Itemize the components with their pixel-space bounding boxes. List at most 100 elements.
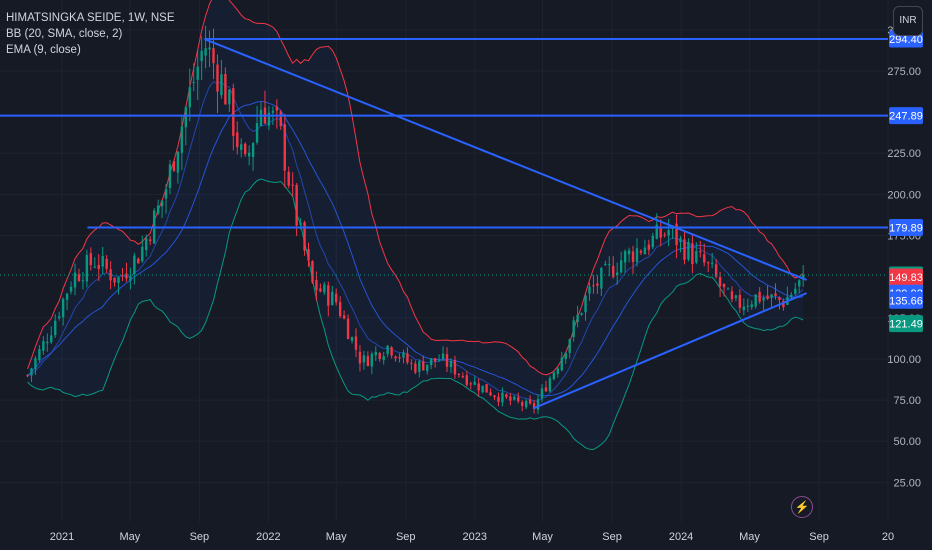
trend-drawings[interactable] — [0, 38, 888, 410]
price-tag-label: 135.66 — [889, 295, 923, 307]
candle-body — [279, 111, 282, 127]
time-axis-label: May — [326, 531, 347, 543]
candle-body — [718, 277, 722, 287]
candle-body — [406, 353, 409, 363]
candle-body — [172, 161, 176, 171]
candle-body — [145, 238, 148, 250]
candle-body — [216, 64, 219, 92]
candle-body — [722, 283, 726, 288]
candle-body — [568, 339, 571, 353]
time-axis-label: Sep — [809, 531, 829, 543]
candle-body — [552, 372, 556, 380]
candle-body — [220, 74, 223, 96]
candle-body — [683, 239, 686, 260]
candle-body — [532, 402, 536, 409]
time-axis-label: 2023 — [462, 531, 486, 543]
time-axis-label: May — [532, 531, 553, 543]
time-axis-label: May — [119, 531, 140, 543]
candle-body — [212, 48, 215, 64]
candle-body — [394, 356, 397, 359]
time-axis-label: Sep — [190, 531, 210, 543]
candle-body — [627, 250, 631, 255]
candle-body — [556, 368, 560, 374]
candle-body — [592, 285, 595, 287]
candle-body — [125, 273, 128, 279]
candle-body — [596, 283, 599, 286]
candle-body — [176, 151, 180, 173]
candle-body — [184, 107, 188, 128]
candle-body — [604, 263, 607, 266]
candle-body — [742, 306, 746, 311]
candle-body — [750, 304, 753, 308]
candle-body — [133, 255, 136, 275]
candle-body — [608, 264, 611, 266]
candle-body — [619, 260, 623, 273]
candle-body — [691, 243, 694, 265]
price-tag-box — [889, 291, 923, 309]
candle-body — [85, 255, 89, 282]
candle-body — [54, 320, 57, 336]
candle-body — [615, 272, 619, 275]
price-tag-label: 149.83 — [889, 272, 923, 284]
symbol-title[interactable]: HIMATSINGKA SEIDE, 1W, NSE — [6, 12, 175, 24]
candle-body — [148, 239, 152, 242]
candle-body — [319, 288, 322, 292]
candle-body — [331, 291, 334, 306]
candle-body — [465, 375, 469, 385]
candle-body — [247, 152, 251, 157]
candle-body — [137, 258, 140, 264]
candle-body — [707, 262, 710, 264]
candle-body — [109, 269, 112, 281]
candle-body — [505, 394, 508, 398]
candle-body — [232, 88, 235, 137]
time-axis[interactable]: 2021 May Sep 2022 May Sep 2023 May Sep 2024 May Sep… — [50, 531, 894, 543]
candle-body — [129, 276, 132, 281]
candle-body — [687, 241, 690, 260]
candle-body — [548, 378, 552, 392]
candle-body — [703, 254, 706, 263]
candle-body — [65, 293, 69, 300]
candle-body — [580, 313, 583, 315]
candle-body — [26, 375, 29, 377]
price-tag-label: 179.89 — [889, 222, 923, 234]
candle-body — [509, 396, 512, 401]
candle-body — [323, 284, 326, 293]
candle-body — [801, 274, 805, 280]
candle-body — [730, 291, 734, 300]
candle-body — [101, 256, 104, 267]
candle-body — [73, 272, 77, 288]
candle-body — [493, 395, 496, 398]
lightning-icon[interactable]: ⚡ — [791, 496, 813, 518]
candle-body — [477, 383, 480, 391]
candle-body — [113, 277, 116, 283]
candle-body — [675, 223, 678, 246]
candle-body — [97, 264, 100, 269]
candle-body — [346, 318, 350, 340]
candle-body — [655, 224, 658, 239]
candle-body — [766, 295, 769, 299]
candle-body — [362, 355, 366, 363]
candle-body — [643, 247, 647, 255]
candle-body — [513, 396, 516, 400]
candle-body — [635, 248, 639, 262]
candle-body — [81, 280, 85, 282]
candle-body — [457, 373, 461, 375]
trend-line — [533, 292, 807, 410]
chart-legend: HIMATSINGKA SEIDE, 1W, NSE BB (20, SMA, … — [6, 10, 175, 58]
time-axis-label: 2024 — [669, 531, 693, 543]
candle-body — [762, 298, 765, 301]
candle-body — [469, 383, 472, 385]
currency-button[interactable]: INR — [893, 6, 923, 36]
candle-body — [770, 294, 773, 298]
candle-body — [485, 384, 488, 393]
candle-body — [275, 106, 279, 111]
bb-indicator-label[interactable]: BB (20, SMA, close, 2) — [6, 28, 123, 40]
candle-body — [34, 358, 37, 369]
ema-indicator-label[interactable]: EMA (9, close) — [6, 44, 81, 56]
bollinger-band-lines — [27, 0, 804, 451]
candle-body — [576, 314, 579, 323]
candle-body — [283, 124, 286, 171]
candle-body — [536, 399, 540, 410]
candle-body — [42, 341, 45, 351]
